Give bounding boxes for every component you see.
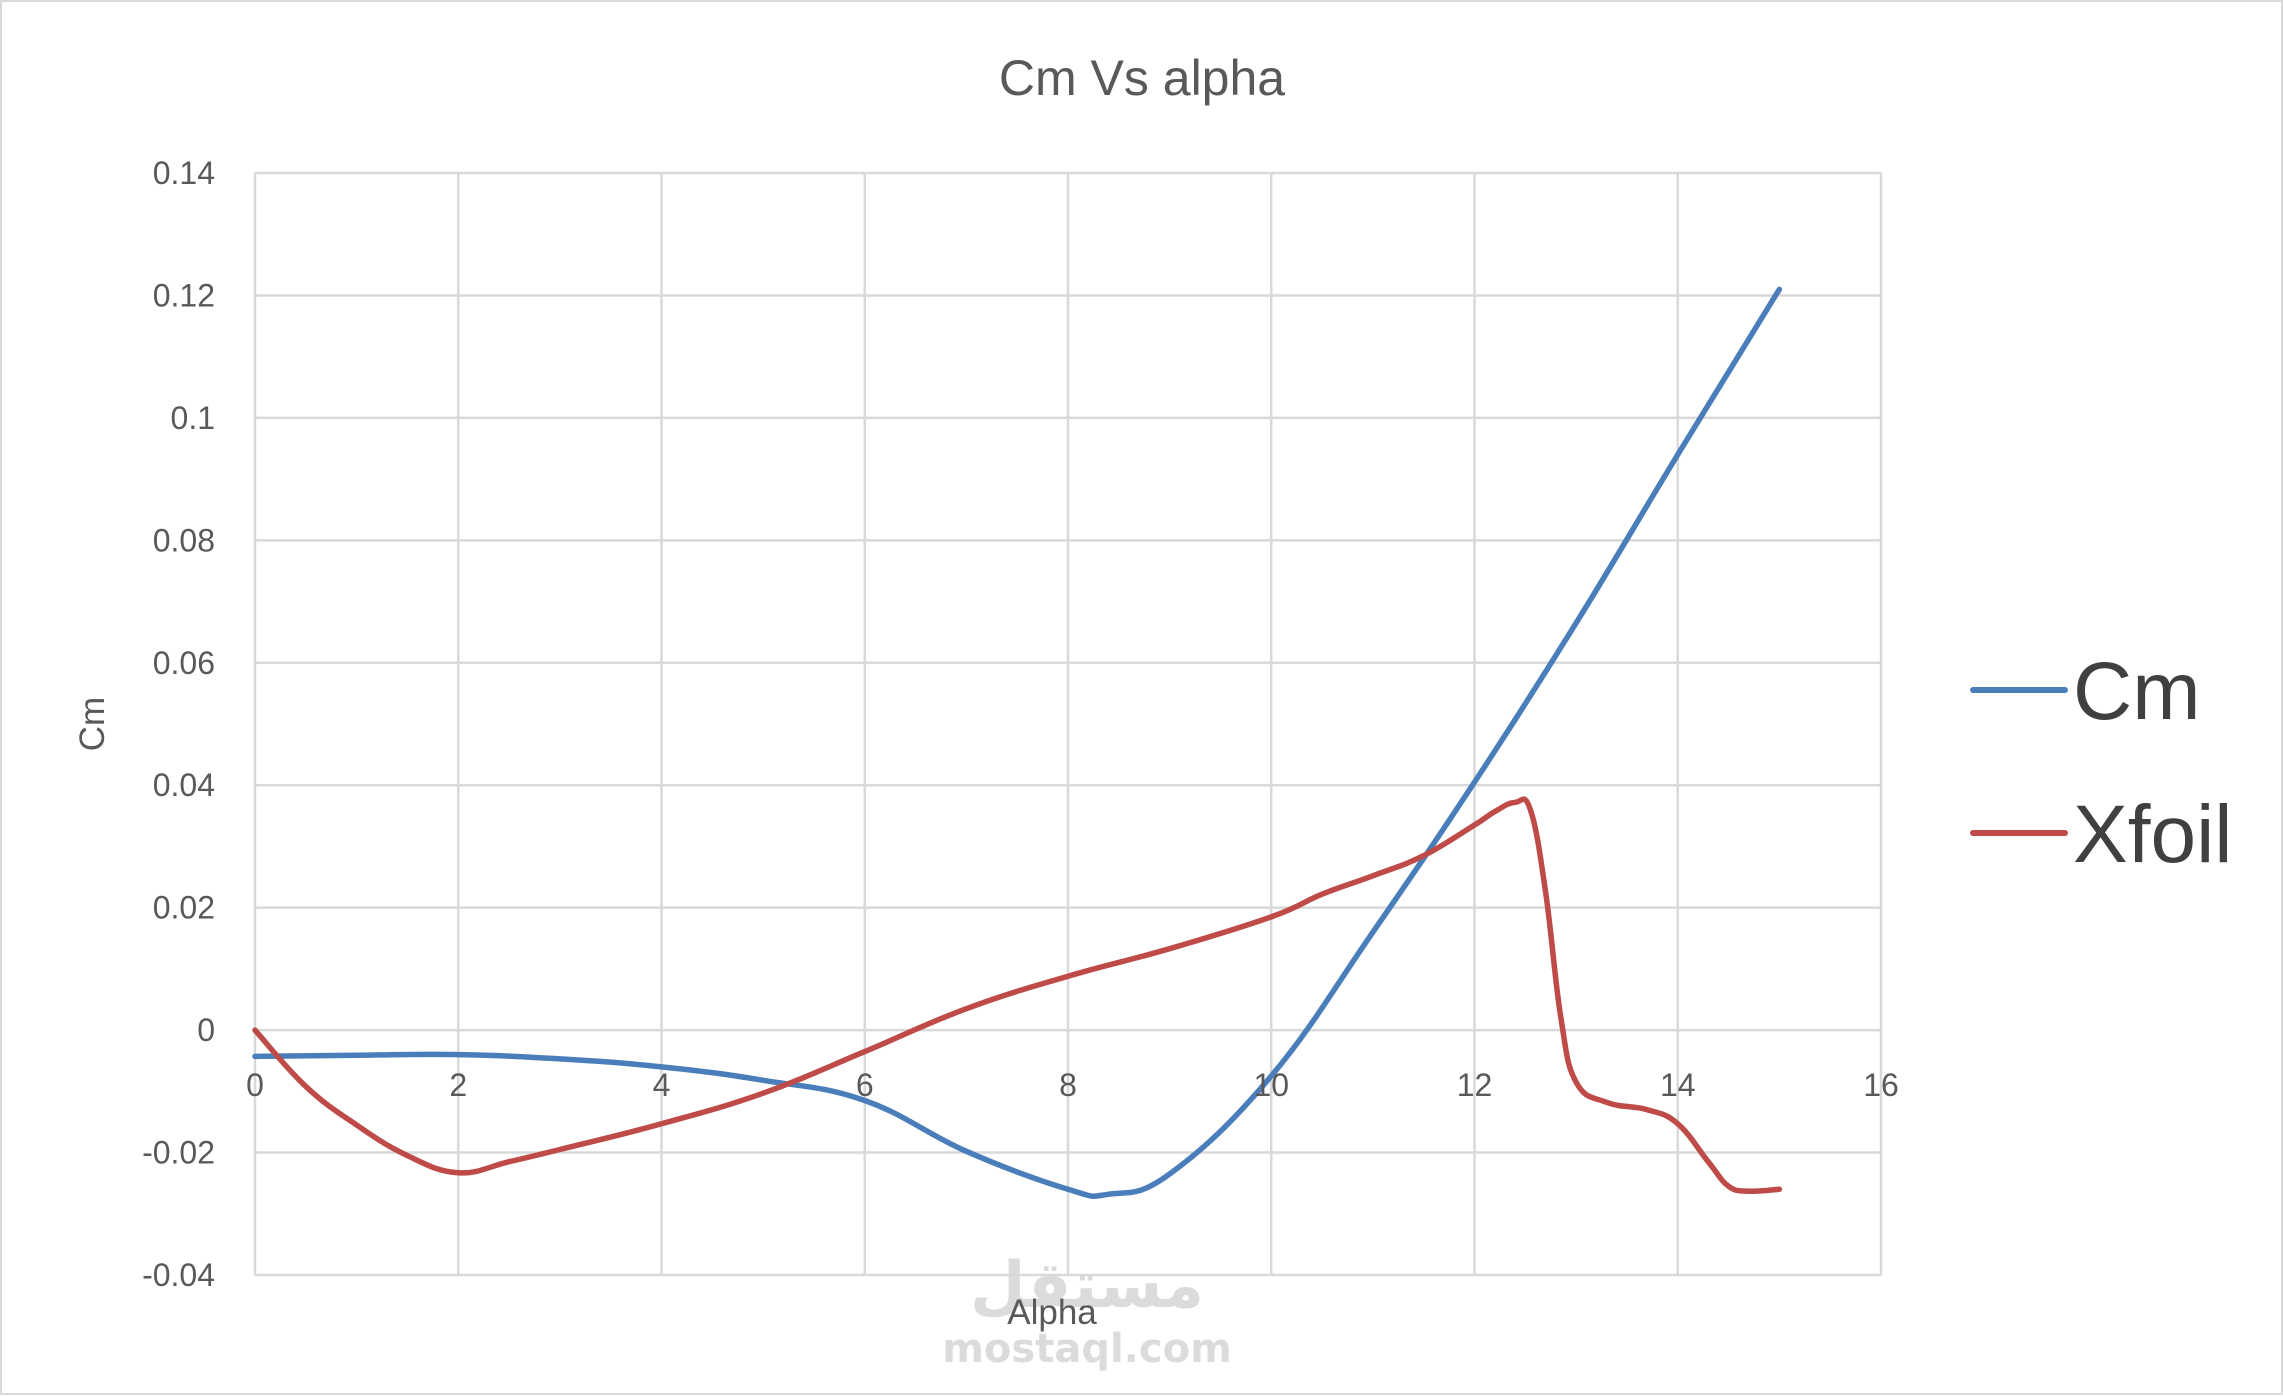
chart-title: Cm Vs alpha — [999, 50, 1285, 106]
x-tick-label: 8 — [1059, 1067, 1077, 1103]
legend-label: Xfoil — [2073, 789, 2233, 880]
y-tick-label: 0 — [197, 1012, 215, 1048]
y-tick-label: 0.14 — [153, 155, 215, 191]
y-tick-label: 0.06 — [153, 645, 215, 681]
watermark-arabic: مستقل — [970, 1249, 1204, 1323]
y-axis-title: Cm — [73, 697, 112, 751]
x-tick-label: 14 — [1660, 1067, 1696, 1103]
y-tick-label: -0.02 — [142, 1135, 215, 1171]
tick-layer: -0.04 -0.02 0 0.02 0.04 0.06 0.08 0.1 0.12 0.14 0 2… — [142, 155, 1899, 1293]
series-layer — [252, 286, 1783, 1199]
x-axis-title: Alpha — [1007, 1293, 1097, 1332]
series-line-xfoil — [252, 796, 1783, 1194]
y-tick-label: 0.08 — [153, 522, 215, 558]
x-tick-label: 10 — [1253, 1067, 1289, 1103]
x-tick-label: 2 — [449, 1067, 467, 1103]
legend-item-xfoil: Xfoil — [1970, 789, 2233, 880]
y-tick-label: -0.04 — [142, 1257, 215, 1293]
y-tick-label: 0.1 — [171, 400, 215, 436]
watermark-latin: mostaql.com — [942, 1326, 1232, 1372]
legend-label: Cm — [2073, 646, 2201, 737]
y-tick-label: 0.04 — [153, 767, 215, 803]
series-line-cm — [252, 286, 1783, 1199]
grid-layer — [253, 171, 1883, 1277]
watermark: مستقل mostaql.com — [942, 1249, 1232, 1372]
x-tick-label: 0 — [246, 1067, 264, 1103]
y-tick-label: 0.02 — [153, 890, 215, 926]
x-tick-label: 6 — [856, 1067, 874, 1103]
y-tick-label: 0.12 — [153, 277, 215, 313]
x-tick-label: 16 — [1863, 1067, 1899, 1103]
legend-item-cm: Cm — [1970, 646, 2201, 737]
x-tick-label: 12 — [1457, 1067, 1493, 1103]
x-tick-label: 4 — [653, 1067, 671, 1103]
legend: Cm Xfoil — [1970, 646, 2233, 880]
